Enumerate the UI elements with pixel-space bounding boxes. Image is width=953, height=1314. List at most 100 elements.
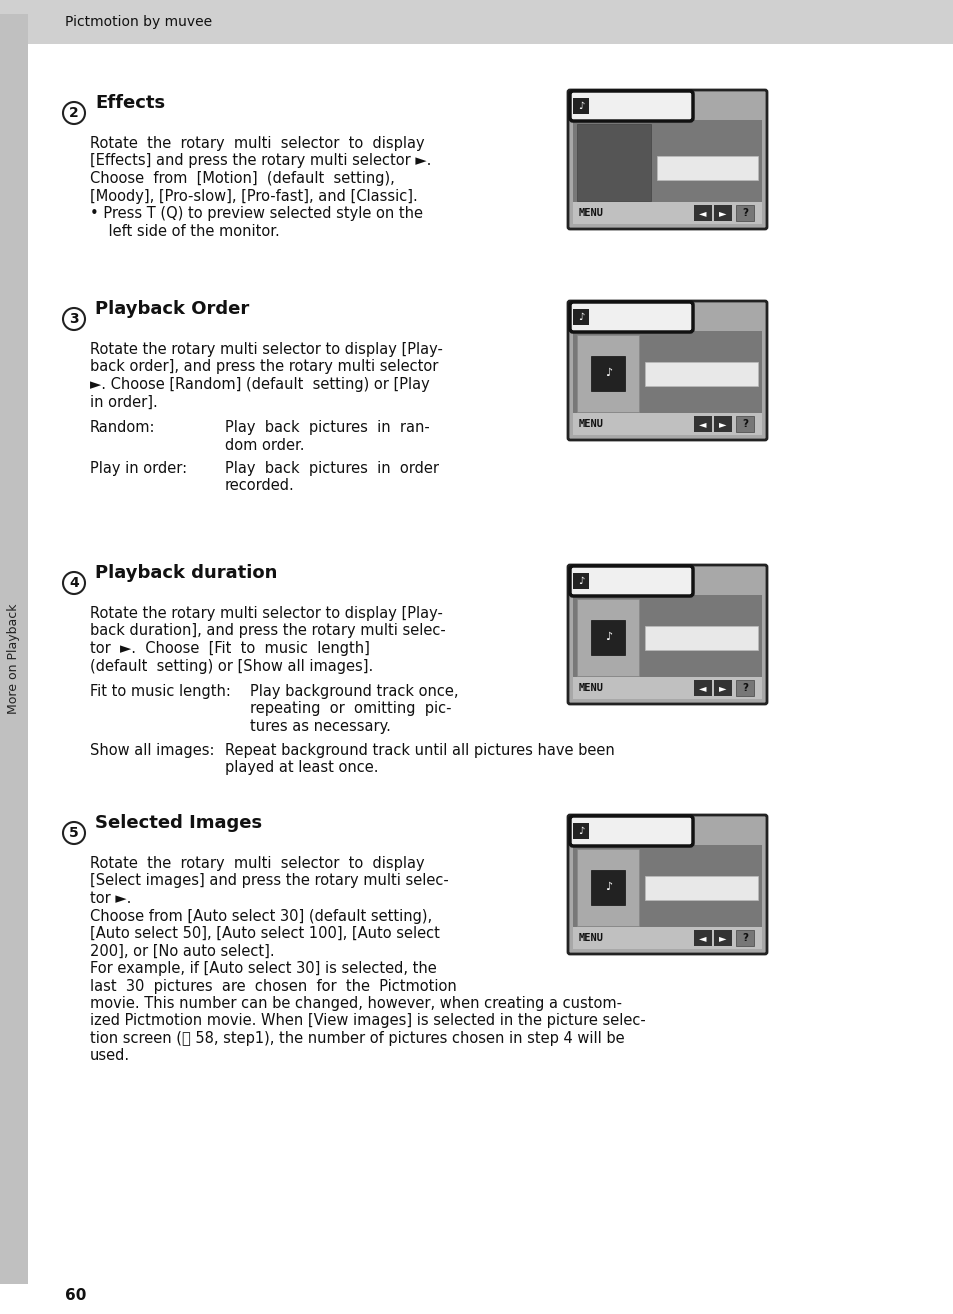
Bar (573, 331, 761, 417)
Bar (713, 417, 731, 432)
Text: Play in order:: Play in order: (90, 461, 187, 476)
Text: ◄: ◄ (699, 683, 706, 692)
FancyBboxPatch shape (569, 302, 692, 332)
FancyBboxPatch shape (567, 565, 766, 704)
Bar (713, 205, 731, 221)
Text: Selected Images: Selected Images (95, 813, 262, 832)
Text: ♪: ♪ (578, 827, 583, 836)
Bar (577, 335, 639, 413)
Text: ►: ► (719, 208, 726, 218)
Text: repeating  or  omitting  pic-: repeating or omitting pic- (250, 702, 451, 716)
Circle shape (63, 572, 85, 594)
Text: ?: ? (741, 933, 747, 943)
Text: Play  back  pictures  in  ran-: Play back pictures in ran- (225, 420, 429, 435)
FancyBboxPatch shape (567, 301, 766, 440)
Text: ♪: ♪ (578, 101, 583, 110)
Text: ►: ► (719, 419, 726, 428)
Bar (713, 681, 731, 696)
Text: Fit to music length:: Fit to music length: (90, 685, 231, 699)
Bar (0, 0, 953, 43)
Text: ♪: ♪ (604, 883, 611, 892)
Text: (default  setting) or [Show all images].: (default setting) or [Show all images]. (90, 658, 373, 674)
Text: ♪: ♪ (578, 311, 583, 322)
Circle shape (63, 307, 85, 330)
Bar (735, 205, 753, 221)
Text: tures as necessary.: tures as necessary. (250, 719, 391, 735)
Bar (573, 845, 761, 930)
Text: MENU: MENU (578, 208, 603, 218)
Bar (735, 417, 753, 432)
Text: 4: 4 (69, 576, 79, 590)
Bar (573, 677, 761, 699)
Bar (693, 681, 711, 696)
Text: tion screen (❗ 58, step1), the number of pictures chosen in step 4 will be: tion screen (❗ 58, step1), the number of… (90, 1031, 624, 1046)
Text: 200], or [No auto select].: 200], or [No auto select]. (90, 943, 274, 958)
Text: Choose  from  [Motion]  (default  setting),: Choose from [Motion] (default setting), (90, 171, 395, 187)
Text: 3: 3 (70, 311, 79, 326)
Text: back duration], and press the rotary multi selec-: back duration], and press the rotary mul… (90, 624, 445, 639)
Text: 5: 5 (69, 827, 79, 840)
Bar (577, 849, 639, 926)
Bar (591, 870, 625, 904)
Text: Repeat background track until all pictures have been: Repeat background track until all pictur… (225, 742, 614, 757)
Bar (573, 413, 761, 435)
FancyBboxPatch shape (569, 816, 692, 846)
Bar (577, 124, 650, 201)
Text: • Press T (Q) to preview selected style on the: • Press T (Q) to preview selected style … (90, 206, 422, 221)
Bar (591, 620, 625, 654)
Text: back order], and press the rotary multi selector: back order], and press the rotary multi … (90, 360, 438, 374)
Text: used.: used. (90, 1049, 130, 1063)
Bar (573, 926, 761, 949)
Text: ◄: ◄ (699, 208, 706, 218)
Text: ◄: ◄ (699, 419, 706, 428)
Text: Rotate  the  rotary  multi  selector  to  display: Rotate the rotary multi selector to disp… (90, 855, 424, 871)
Bar (645, 876, 758, 900)
Text: ►: ► (719, 683, 726, 692)
Text: in order].: in order]. (90, 394, 157, 410)
Bar (573, 99, 588, 114)
Text: Play  back  pictures  in  order: Play back pictures in order (225, 461, 438, 476)
Text: For example, if [Auto select 30] is selected, the: For example, if [Auto select 30] is sele… (90, 961, 436, 976)
Text: Pictmotion by muvee: Pictmotion by muvee (65, 14, 212, 29)
Text: Rotate the rotary multi selector to display [Play-: Rotate the rotary multi selector to disp… (90, 606, 442, 622)
Bar (577, 599, 639, 675)
FancyBboxPatch shape (567, 89, 766, 229)
Text: movie. This number can be changed, however, when creating a custom-: movie. This number can be changed, howev… (90, 996, 621, 1010)
Text: MENU: MENU (578, 683, 603, 692)
Text: ?: ? (741, 683, 747, 692)
Text: MENU: MENU (578, 419, 603, 428)
Text: 2: 2 (69, 106, 79, 120)
Text: ♪: ♪ (604, 632, 611, 643)
Text: Rotate  the  rotary  multi  selector  to  display: Rotate the rotary multi selector to disp… (90, 137, 424, 151)
Bar (573, 573, 588, 589)
Text: tor  ►.  Choose  [Fit  to  music  length]: tor ►. Choose [Fit to music length] (90, 641, 370, 656)
Bar (693, 930, 711, 946)
Bar (573, 202, 761, 223)
Text: ♪: ♪ (578, 576, 583, 586)
Bar (573, 595, 761, 681)
Text: 60: 60 (65, 1289, 87, 1303)
Circle shape (63, 102, 85, 124)
FancyBboxPatch shape (569, 566, 692, 597)
Text: left side of the monitor.: left side of the monitor. (90, 223, 279, 239)
Bar (657, 155, 758, 180)
Text: ?: ? (741, 208, 747, 218)
Text: ◄: ◄ (699, 933, 706, 943)
Text: tor ►.: tor ►. (90, 891, 132, 905)
Text: ►: ► (719, 933, 726, 943)
Text: ized Pictmotion movie. When [View images] is selected in the picture selec-: ized Pictmotion movie. When [View images… (90, 1013, 645, 1029)
FancyBboxPatch shape (567, 815, 766, 954)
FancyBboxPatch shape (569, 91, 692, 121)
Text: MENU: MENU (578, 933, 603, 943)
Bar (573, 309, 588, 325)
Bar (713, 930, 731, 946)
Text: [Auto select 50], [Auto select 100], [Auto select: [Auto select 50], [Auto select 100], [Au… (90, 926, 439, 941)
Text: [Select images] and press the rotary multi selec-: [Select images] and press the rotary mul… (90, 874, 448, 888)
Text: ►. Choose [Random] (default  setting) or [Play: ►. Choose [Random] (default setting) or … (90, 377, 429, 392)
Bar (735, 930, 753, 946)
Text: Rotate the rotary multi selector to display [Play-: Rotate the rotary multi selector to disp… (90, 342, 442, 357)
Bar (693, 205, 711, 221)
Circle shape (63, 823, 85, 844)
Text: last  30  pictures  are  chosen  for  the  Pictmotion: last 30 pictures are chosen for the Pict… (90, 979, 456, 993)
Bar (735, 681, 753, 696)
